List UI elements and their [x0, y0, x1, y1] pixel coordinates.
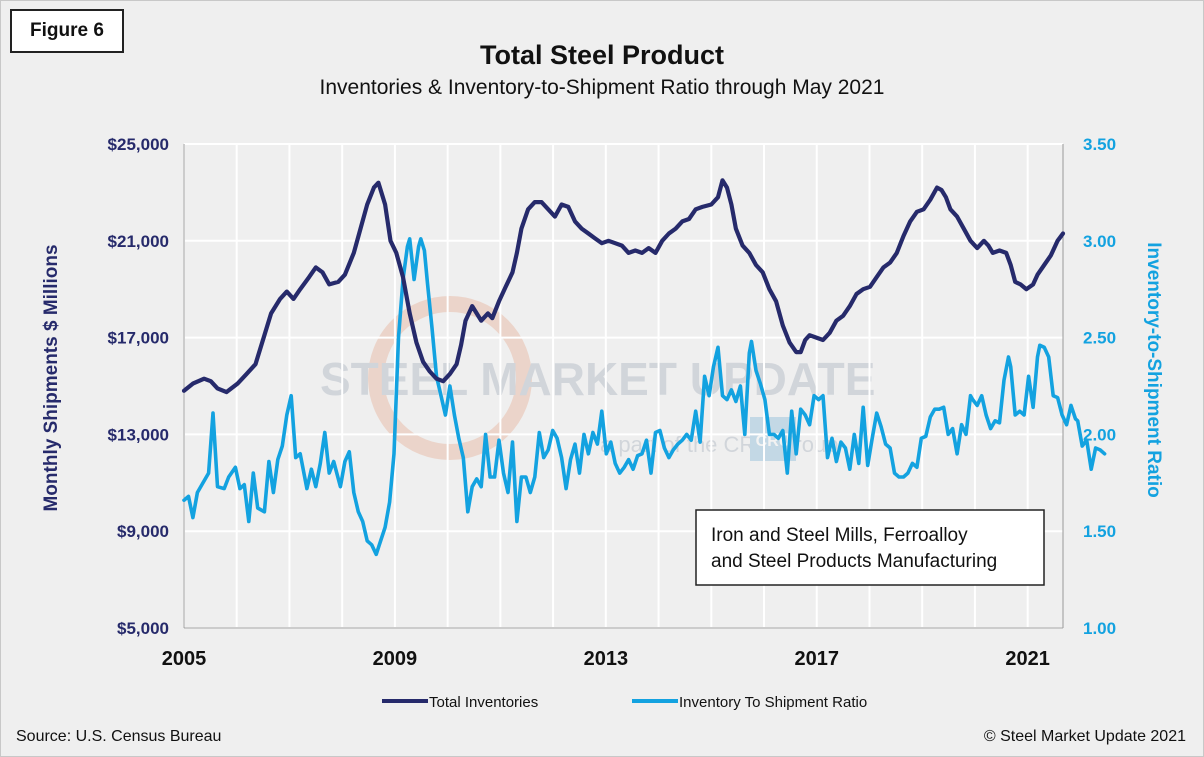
right-axis: 1.00 1.50 2.00 2.50 3.00 3.50 — [1083, 135, 1116, 638]
series-line-inventory-ratio — [182, 237, 1107, 557]
legend: Total Inventories Inventory To Shipment … — [382, 694, 867, 711]
x-axis: 2005 2009 2013 2017 2021 — [162, 648, 1050, 670]
annotation-box: Iron and Steel Mills, Ferroalloy and Ste… — [695, 509, 1045, 586]
figure-label: Figure 6 — [10, 9, 124, 53]
chart-subtitle: Inventories & Inventory-to-Shipment Rati… — [319, 76, 885, 99]
left-tick-label: $13,000 — [108, 425, 169, 444]
x-tick-label: 2021 — [1005, 648, 1050, 670]
legend-label-ratio: Inventory To Shipment Ratio — [679, 694, 867, 711]
watermark-title: STEEL MARKET UPDATE — [320, 353, 875, 405]
source-note: Source: U.S. Census Bureau — [16, 728, 222, 745]
watermark-subtitle: a part of the CRU Group — [600, 432, 838, 457]
legend-label-inventories: Total Inventories — [429, 694, 538, 711]
right-tick-label: 1.00 — [1083, 619, 1116, 638]
left-tick-label: $9,000 — [117, 522, 169, 541]
right-tick-label: 2.00 — [1083, 425, 1116, 444]
right-tick-label: 3.50 — [1083, 135, 1116, 154]
x-tick-label: 2005 — [162, 648, 207, 670]
x-tick-label: 2013 — [584, 648, 629, 670]
left-tick-label: $5,000 — [117, 619, 169, 638]
x-tick-label: 2009 — [373, 648, 418, 670]
left-axis-label: Monthly Shipments $ Millions — [41, 244, 62, 511]
left-tick-label: $21,000 — [108, 232, 169, 251]
copyright-note: © Steel Market Update 2021 — [983, 728, 1186, 745]
watermark-ring — [368, 296, 532, 460]
series-layer — [181, 178, 1107, 557]
right-tick-label: 1.50 — [1083, 522, 1116, 541]
x-tick-label: 2017 — [795, 648, 840, 670]
annotation-line-1: Iron and Steel Mills, Ferroalloy — [711, 525, 968, 546]
annotation-line-2: and Steel Products Manufacturing — [711, 551, 997, 572]
chart-title: Total Steel Product — [479, 40, 725, 70]
series-line-total-inventories — [181, 178, 1066, 395]
left-tick-label: $25,000 — [108, 135, 169, 154]
left-tick-label: $17,000 — [108, 329, 169, 348]
right-axis-label: Inventory-to-Shipment Ratio — [1143, 242, 1164, 497]
right-tick-label: 2.50 — [1083, 329, 1116, 348]
right-tick-label: 3.00 — [1083, 232, 1116, 251]
left-axis: $5,000 $9,000 $13,000 $17,000 $21,000 $25,000 — [108, 135, 169, 638]
